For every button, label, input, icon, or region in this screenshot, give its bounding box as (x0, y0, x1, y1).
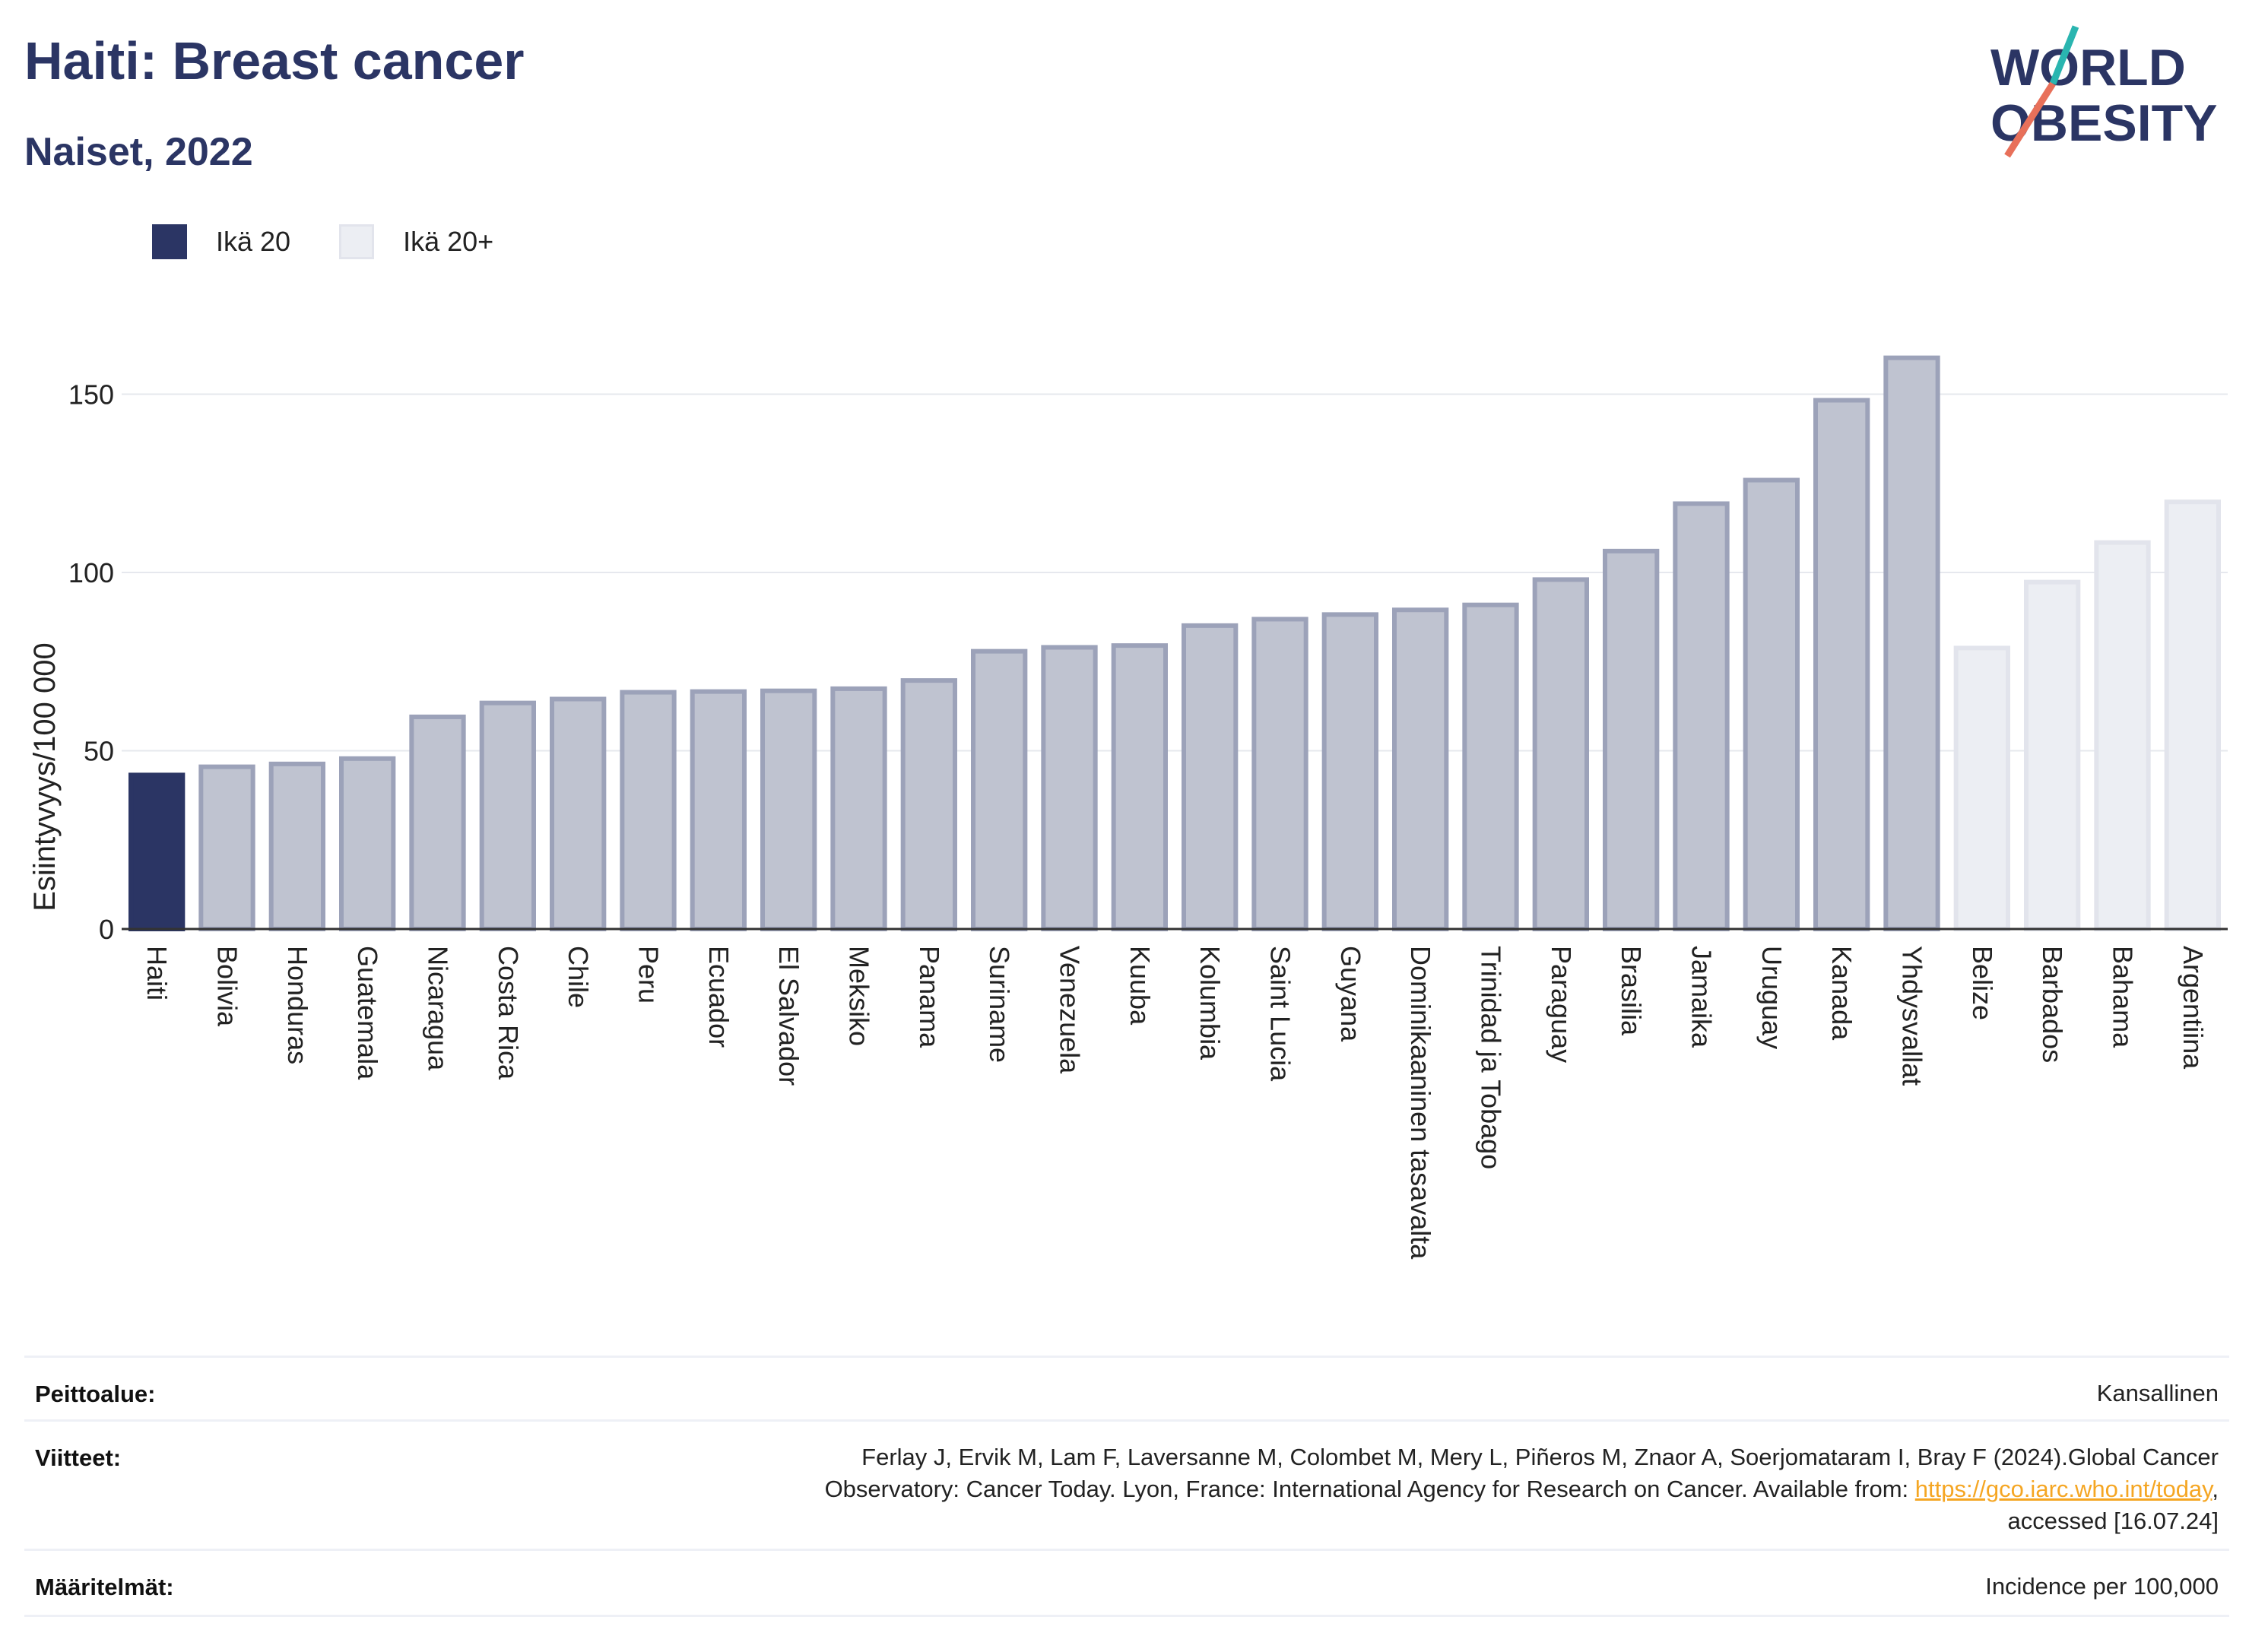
bar-ecuador (690, 689, 747, 931)
references-line-1: Ferlay J, Ervik M, Lam F, Laversanne M, … (861, 1444, 2219, 1470)
x-tick-label-costa-rica: Costa Rica (493, 946, 524, 1080)
x-tick-label-barbados: Barbados (2037, 946, 2068, 1063)
x-tick-label-honduras: Honduras (282, 946, 313, 1064)
logo-slash-coral (2004, 81, 2056, 158)
bar-trinidad-ja-tobago (1462, 602, 1519, 931)
references-value: Ferlay J, Ervik M, Lam F, Laversanne M, … (825, 1441, 2219, 1537)
page-subtitle: Naiset, 2022 (24, 130, 253, 174)
bar-paraguay (1532, 577, 1589, 931)
legend-item-age-20[interactable]: Ikä 20 (152, 224, 290, 259)
x-tick-label-ecuador: Ecuador (703, 946, 734, 1048)
world-obesity-logo: WORLD OBESITY (1990, 25, 2218, 158)
bar-kuuba (1111, 643, 1168, 931)
x-tick-label-bahama: Bahama (2108, 946, 2139, 1048)
bar-jamaika (1673, 501, 1730, 932)
bar-kolumbia (1182, 623, 1239, 931)
references-link[interactable]: https://gco.iarc.who.int/today (1914, 1476, 2213, 1502)
bar-haiti (128, 772, 186, 932)
x-tick-label-uruguay: Uruguay (1756, 946, 1787, 1049)
logo-slash-teal (2049, 25, 2079, 85)
bar-meksiko (830, 686, 887, 931)
references-line-2-text: Observatory: Cancer Today. Lyon, France:… (824, 1476, 1915, 1502)
bar-guatemala (339, 756, 396, 931)
bar-venezuela (1041, 645, 1098, 931)
y-tick-label-150: 150 (68, 379, 114, 411)
meta-row-definitions: Määritelmät: Incidence per 100,000 (24, 1549, 2229, 1617)
bar-costa-rica (479, 700, 536, 931)
x-tick-label-suriname: Suriname (984, 946, 1015, 1063)
references-line-3: accessed [16.07.24] (2007, 1508, 2219, 1534)
references-line-2: Observatory: Cancer Today. Lyon, France:… (825, 1473, 2219, 1505)
bar-belize (1953, 645, 2010, 931)
x-tick-label-chile: Chile (563, 946, 594, 1008)
definitions-value: Incidence per 100,000 (1985, 1573, 2219, 1600)
bar-uruguay (1743, 477, 1800, 932)
y-tick-label-50: 50 (84, 736, 114, 767)
x-tick-label-kuuba: Kuuba (1124, 946, 1156, 1026)
bar-argentiina (2164, 499, 2221, 931)
legend-swatch-age-20-plus (339, 224, 375, 259)
x-tick-label-argentiina: Argentiina (2178, 946, 2209, 1070)
legend-label-age-20-plus: Ikä 20+ (403, 226, 494, 257)
x-tick-label-yhdysvallat: Yhdysvallat (1897, 946, 1928, 1086)
x-tick-label-brasilia: Brasilia (1616, 946, 1647, 1036)
bar-brasilia (1603, 548, 1660, 931)
x-tick-label-guyana: Guyana (1335, 946, 1366, 1042)
bar-honduras (268, 761, 325, 932)
bar-bahama (2094, 540, 2151, 931)
coverage-value: Kansallinen (2096, 1380, 2219, 1406)
bar-panama (900, 678, 957, 931)
x-tick-label-kolumbia: Kolumbia (1194, 946, 1226, 1061)
x-tick-label-venezuela: Venezuela (1055, 946, 1086, 1074)
references-label: Viitteet: (35, 1444, 122, 1471)
y-axis-label: Esiintyvyys/100 000 (28, 642, 62, 912)
x-tick-label-bolivia: Bolivia (212, 946, 243, 1027)
x-tick-label-peru: Peru (633, 946, 665, 1004)
x-tick-label-meksiko: Meksiko (844, 946, 875, 1046)
bar-kanada (1813, 398, 1870, 931)
bar-barbados (2024, 579, 2081, 931)
legend-item-age-20-plus[interactable]: Ikä 20+ (339, 224, 493, 259)
x-tick-label-paraguay: Paraguay (1546, 946, 1577, 1063)
x-tick-label-belize: Belize (1967, 946, 1998, 1020)
meta-row-coverage: Peittoalue: Kansallinen (24, 1356, 2229, 1422)
bar-bolivia (198, 764, 255, 931)
y-tick-label-100: 100 (68, 557, 114, 588)
logo-text-world: WORLD (1990, 39, 2186, 97)
legend-label-age-20: Ikä 20 (216, 226, 291, 257)
x-tick-label-nicaragua: Nicaragua (423, 946, 454, 1071)
bar-suriname (971, 648, 1028, 931)
references-line-2-end: , (2212, 1476, 2219, 1502)
x-tick-label-saint-lucia: Saint Lucia (1265, 946, 1296, 1082)
chart-legend: Ikä 20 Ikä 20+ (152, 224, 524, 259)
bar-nicaragua (409, 714, 466, 931)
bar-peru (620, 690, 677, 931)
x-tick-label-jamaika: Jamaika (1686, 946, 1718, 1048)
x-tick-label-kanada: Kanada (1826, 946, 1857, 1041)
bar-saint-lucia (1251, 617, 1308, 931)
y-tick-label-0: 0 (99, 914, 114, 945)
x-tick-label-dominikaaninen-tasavalta: Dominikaaninen tasavalta (1405, 946, 1436, 1260)
legend-swatch-age-20 (152, 224, 187, 259)
definitions-label: Määritelmät: (35, 1574, 174, 1600)
bar-guyana (1321, 612, 1378, 931)
page-title: Haiti: Breast cancer (24, 31, 525, 90)
bar-chile (550, 696, 607, 931)
bar-chart: 0 50 100 150 Esiintyvyys/100 000 Haiti Bolivia… (28, 355, 2228, 1260)
coverage-label: Peittoalue: (35, 1381, 156, 1407)
bar-dominikaaninen-tasavalta (1392, 607, 1449, 931)
bar-yhdysvallat (1883, 355, 1940, 932)
x-tick-label-panama: Panama (914, 946, 945, 1048)
x-tick-label-haiti: Haiti (141, 946, 173, 1000)
x-tick-label-trinidad-ja-tobago: Trinidad ja Tobago (1476, 946, 1507, 1169)
meta-row-references: Viitteet: Ferlay J, Ervik M, Lam F, Lave… (24, 1419, 2229, 1551)
x-tick-label-el-salvador: El Salvador (773, 946, 804, 1086)
x-tick-label-guatemala: Guatemala (352, 946, 383, 1080)
bar-el-salvador (760, 688, 817, 931)
